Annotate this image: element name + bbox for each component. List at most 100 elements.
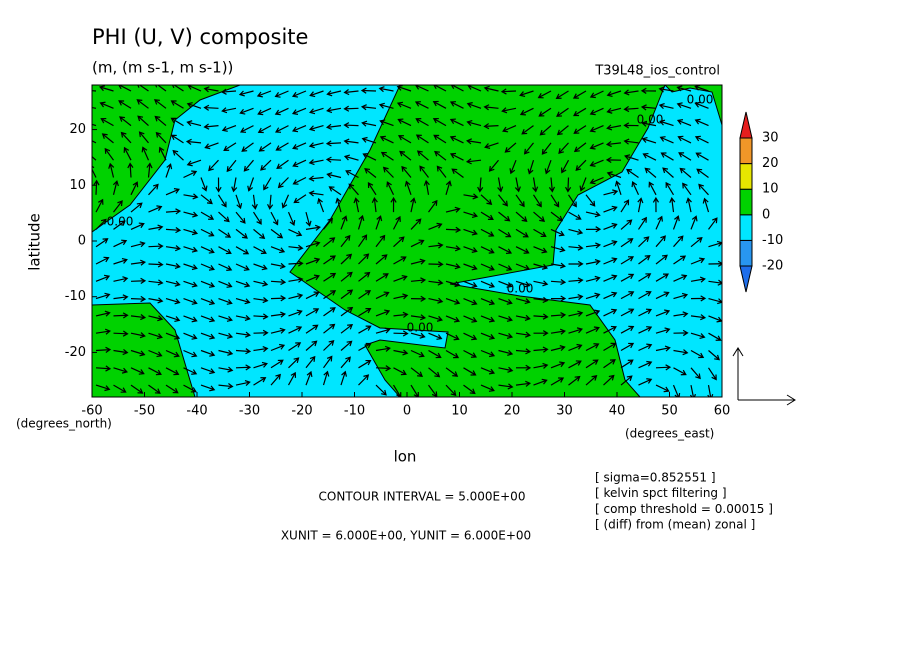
wind-arrow <box>335 197 342 213</box>
wind-arrow <box>200 177 208 192</box>
wind-arrow <box>148 349 163 358</box>
note: [ sigma=0.852551 ] <box>595 471 716 485</box>
wind-arrow <box>620 238 634 248</box>
wind-arrow <box>515 246 530 254</box>
unit-vector-head <box>786 394 796 406</box>
wind-arrow <box>113 294 129 301</box>
wind-arrow <box>708 279 722 286</box>
y-tick-label: 20 <box>69 122 86 137</box>
wind-arrow <box>660 152 674 161</box>
colorbar-cap <box>739 111 753 139</box>
wind-arrow <box>270 311 287 318</box>
wind-arrow <box>200 263 215 271</box>
run-label: T39L48_ios_control <box>594 64 720 79</box>
wind-arrow <box>92 165 97 178</box>
wind-arrow <box>585 226 602 233</box>
y-tick-label: 0 <box>78 234 86 249</box>
wind-arrow <box>292 176 307 185</box>
wind-arrow <box>165 315 181 323</box>
wind-arrow <box>165 349 180 358</box>
wind-arrow <box>498 280 513 288</box>
wind-arrow <box>415 134 429 144</box>
wind-arrow <box>477 177 484 193</box>
wind-arrow <box>509 159 517 175</box>
wind-arrow <box>183 246 198 253</box>
wind-arrow <box>658 103 674 110</box>
wind-arrow <box>515 348 532 355</box>
wind-arrow <box>659 119 674 127</box>
wind-arrow <box>497 177 504 193</box>
wind-arrow <box>428 384 438 397</box>
wind-arrow <box>532 194 542 208</box>
wind-arrow <box>638 254 651 265</box>
wind-arrow <box>484 142 499 149</box>
wind-arrow <box>393 367 407 376</box>
wind-arrow <box>410 239 425 248</box>
wind-arrow <box>676 102 692 109</box>
wind-arrow <box>253 246 267 255</box>
wind-arrow <box>323 307 336 317</box>
wind-arrow <box>148 243 164 250</box>
wind-arrow <box>665 181 675 196</box>
wind-arrow <box>92 155 97 161</box>
wind-arrow <box>449 152 464 161</box>
wind-arrow <box>673 255 687 265</box>
x-tick-label: 10 <box>451 404 468 419</box>
wind-arrow <box>136 99 149 109</box>
wind-arrow <box>702 197 710 213</box>
wind-arrow <box>270 278 287 286</box>
wind-arrow <box>589 107 604 116</box>
wind-arrow <box>463 315 478 323</box>
wind-arrow <box>95 238 109 248</box>
wind-arrow <box>504 142 517 153</box>
y-tick-label: -20 <box>65 345 86 360</box>
wind-arrow <box>343 138 359 145</box>
wind-arrow <box>288 244 304 251</box>
wind-arrow <box>397 118 412 127</box>
colorbar-label: -20 <box>762 259 783 274</box>
wind-arrow <box>433 134 447 144</box>
wind-arrow <box>95 256 110 265</box>
wind-arrow <box>270 373 281 386</box>
wind-arrow <box>218 263 233 271</box>
wind-arrow <box>288 228 303 237</box>
wind-arrow <box>99 101 114 109</box>
wind-arrow <box>550 194 560 208</box>
wind-arrow <box>480 194 493 205</box>
wind-arrow <box>463 193 479 200</box>
wind-arrow <box>183 332 198 340</box>
wind-arrow <box>326 107 342 114</box>
wind-arrow <box>293 194 307 204</box>
wind-arrow <box>450 85 464 92</box>
wind-arrow <box>253 377 267 386</box>
wind-arrow <box>253 361 268 369</box>
wind-arrow <box>708 350 720 361</box>
wind-arrow <box>397 135 412 144</box>
wind-arrow <box>548 177 556 193</box>
wind-arrow <box>480 211 494 221</box>
x-unit-label: (degrees_east) <box>625 427 714 441</box>
wind-arrow <box>638 291 652 300</box>
wind-arrow <box>564 177 572 193</box>
wind-arrow <box>655 309 671 317</box>
colorbar-box <box>739 163 753 190</box>
x-tick-label: -30 <box>239 404 260 419</box>
wind-arrow <box>575 159 587 172</box>
wind-arrow <box>252 211 262 225</box>
wind-arrow <box>328 186 342 196</box>
wind-arrow <box>253 313 269 320</box>
wind-arrow <box>410 367 424 378</box>
wind-arrow <box>550 278 567 286</box>
wind-arrow <box>568 228 584 235</box>
wind-arrow <box>218 246 232 255</box>
wind-arrow <box>690 349 705 359</box>
wind-arrow <box>154 115 167 127</box>
wind-arrow <box>358 307 372 317</box>
wind-arrow <box>568 360 582 369</box>
wind-arrow <box>257 125 272 134</box>
wind-arrow <box>141 146 150 161</box>
wind-arrow <box>364 168 377 178</box>
wind-arrow <box>239 125 254 133</box>
wind-arrow <box>638 360 653 369</box>
wind-arrow <box>200 332 216 340</box>
